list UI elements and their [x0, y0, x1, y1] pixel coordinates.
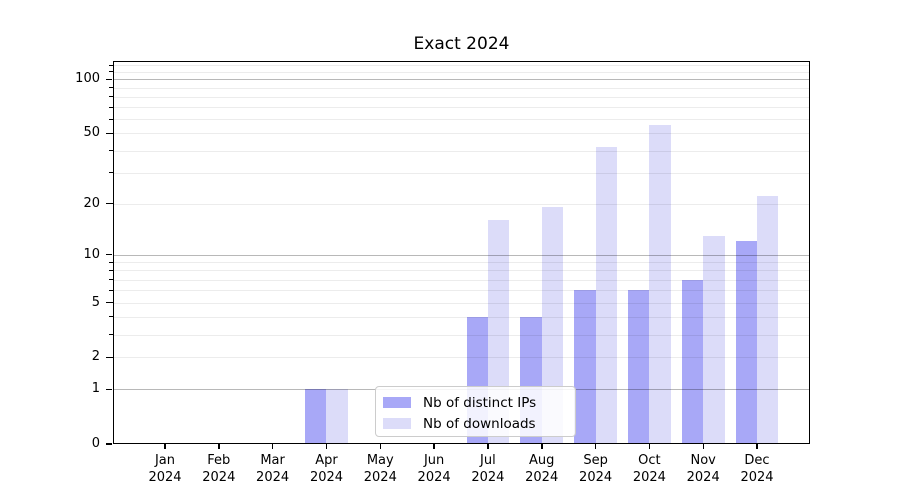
- gridline-80: [113, 96, 810, 98]
- x-tick-label: Jan 2024: [148, 453, 182, 485]
- x-tick: [164, 444, 166, 449]
- y-tick: [106, 78, 112, 81]
- bar-downloads: [649, 124, 671, 444]
- x-tick-label: Dec 2024: [740, 453, 774, 485]
- legend-swatch-distinct-ips: [383, 397, 411, 408]
- gridline-7: [113, 279, 810, 281]
- bar-downloads: [595, 146, 617, 444]
- bar-downloads: [541, 207, 564, 444]
- x-tick-label: Mar 2024: [256, 453, 290, 485]
- x-tick-label: Oct 2024: [632, 453, 666, 485]
- gridline-90: [113, 87, 810, 89]
- x-tick-label: Sep 2024: [579, 453, 613, 485]
- legend-item-distinct-ips: Nb of distinct IPs: [383, 392, 575, 413]
- bar-distinct-ips: [305, 389, 327, 444]
- bar-distinct-ips: [574, 290, 596, 444]
- legend-swatch-downloads: [383, 418, 411, 429]
- y-minor-tick: [109, 269, 113, 271]
- y-minor-tick: [109, 96, 113, 98]
- legend-label-distinct-ips: Nb of distinct IPs: [423, 394, 537, 411]
- y-tick-label: 10: [83, 246, 100, 262]
- gridline-10: [113, 254, 810, 256]
- bar-downloads: [757, 196, 779, 444]
- x-tick: [218, 444, 220, 449]
- y-minor-tick: [109, 132, 113, 134]
- bar-distinct-ips: [735, 241, 757, 444]
- y-minor-tick: [109, 289, 113, 291]
- x-tick: [271, 444, 274, 449]
- legend: Nb of distinct IPs Nb of downloads: [375, 386, 576, 437]
- y-minor-tick: [109, 261, 113, 263]
- y-tick: [106, 253, 112, 256]
- plot-area: Nb of distinct IPs Nb of downloads: [113, 61, 810, 444]
- y-tick-label: 20: [83, 195, 100, 211]
- gridline-20: [113, 203, 810, 205]
- gridline-50: [113, 133, 810, 135]
- bar-distinct-ips: [627, 290, 650, 444]
- y-minor-tick: [109, 118, 113, 120]
- y-minor-tick: [109, 71, 113, 73]
- gridline-70: [113, 107, 810, 109]
- x-tick-label: May 2024: [363, 453, 397, 485]
- y-tick-label: 50: [83, 125, 100, 141]
- gridline-8: [113, 270, 810, 272]
- y-tick: [106, 388, 112, 390]
- y-minor-tick: [109, 316, 113, 318]
- x-tick: [756, 444, 758, 449]
- y-tick: [106, 443, 112, 445]
- y-minor-tick: [109, 302, 113, 303]
- y-minor-tick: [109, 334, 113, 335]
- gridline-9: [113, 262, 810, 264]
- x-tick: [541, 444, 543, 449]
- y-tick-label: 5: [91, 294, 100, 310]
- x-tick: [379, 444, 381, 449]
- gridline-100: [113, 79, 810, 81]
- gridline-110: [113, 71, 810, 73]
- gridline-30: [113, 172, 810, 174]
- y-minor-tick: [109, 356, 113, 358]
- y-minor-tick: [109, 106, 113, 108]
- gridline-5: [113, 302, 810, 304]
- bar-downloads: [326, 389, 348, 444]
- y-tick-label: 100: [75, 71, 100, 87]
- x-tick-label: Jun 2024: [417, 453, 451, 485]
- x-tick: [594, 444, 597, 449]
- gridline-2: [113, 357, 810, 359]
- y-tick-label: 0: [91, 436, 100, 451]
- x-tick: [433, 444, 435, 449]
- chart-title: Exact 2024: [413, 34, 510, 54]
- x-tick-label: Jul 2024: [471, 453, 505, 485]
- gridline-3: [113, 334, 810, 336]
- legend-item-downloads: Nb of downloads: [383, 413, 575, 434]
- y-minor-tick: [109, 279, 113, 281]
- x-tick-label: Feb 2024: [202, 453, 236, 485]
- y-minor-tick: [109, 64, 113, 66]
- legend-label-downloads: Nb of downloads: [423, 415, 536, 432]
- x-tick-label: Apr 2024: [309, 453, 344, 485]
- y-minor-tick: [109, 203, 113, 204]
- bar-distinct-ips: [681, 279, 704, 444]
- x-tick: [648, 444, 651, 449]
- gridline-60: [113, 119, 810, 121]
- x-tick: [325, 444, 328, 449]
- gridline-4: [113, 316, 810, 318]
- x-tick: [702, 444, 704, 449]
- x-tick-label: Aug 2024: [525, 453, 559, 485]
- x-tick: [487, 444, 489, 449]
- y-minor-tick: [109, 150, 113, 152]
- y-minor-tick: [109, 87, 113, 89]
- bar-downloads: [703, 235, 725, 444]
- gridline-6: [113, 290, 810, 292]
- gridline-40: [113, 150, 810, 152]
- y-tick-label: 2: [91, 349, 100, 365]
- y-minor-tick: [109, 172, 113, 174]
- x-tick-label: Nov 2024: [686, 453, 720, 485]
- y-tick-label: 1: [91, 381, 100, 397]
- gridline-120: [113, 65, 810, 67]
